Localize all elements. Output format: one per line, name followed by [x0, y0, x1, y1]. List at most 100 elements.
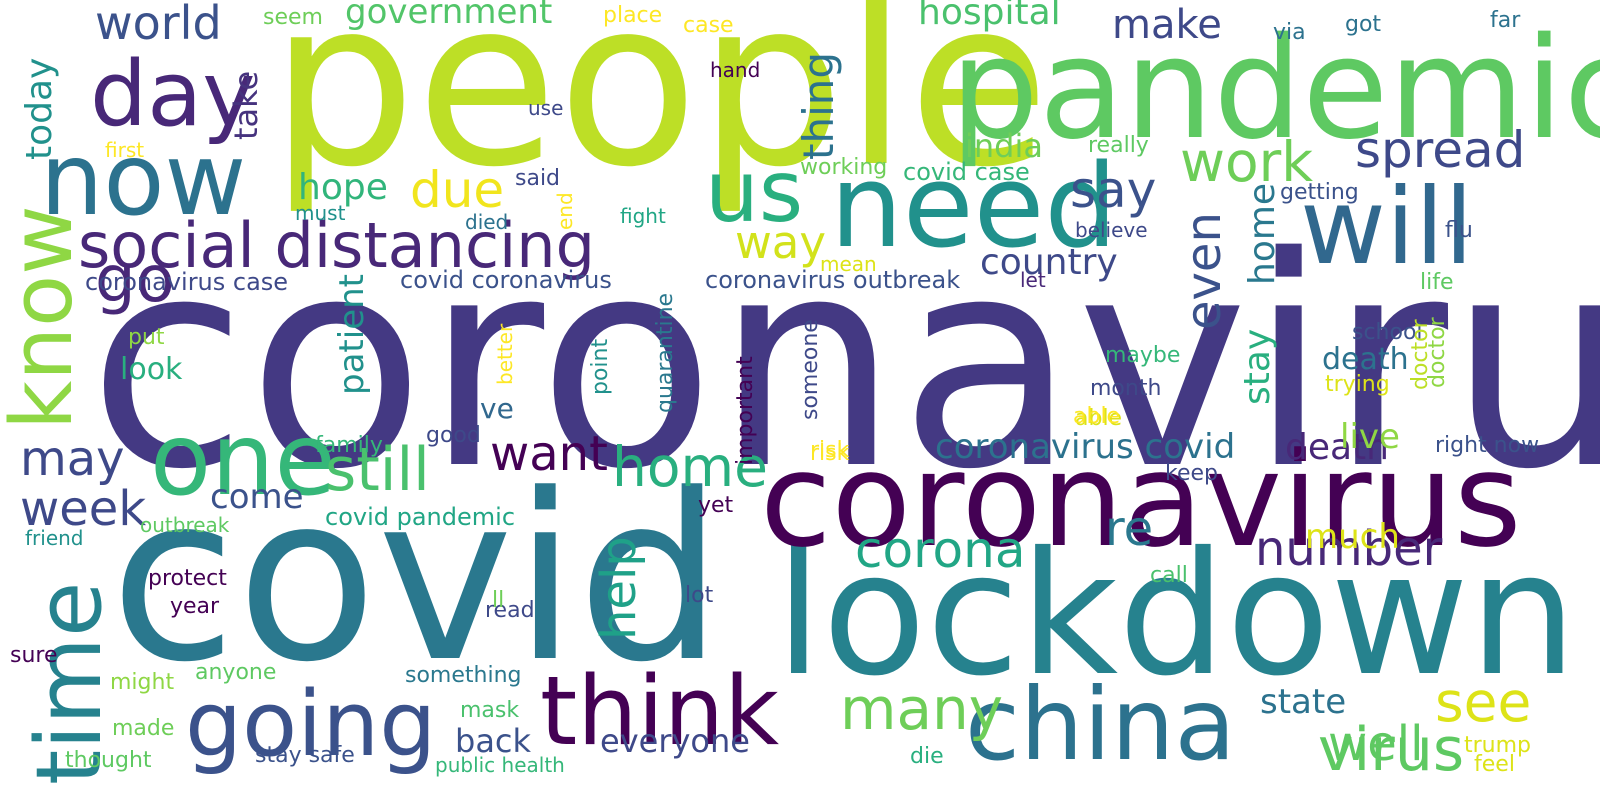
word-government: government: [345, 0, 553, 32]
word-world: world: [95, 0, 222, 50]
word-death: death: [1285, 427, 1389, 468]
word-outbreak: outbreak: [140, 513, 230, 537]
word-way: way: [735, 216, 827, 269]
word-keep: keep: [1165, 461, 1218, 486]
word-now: now: [40, 121, 247, 238]
word-place: place: [603, 3, 663, 28]
word-coronavirus-outbreak: coronavirus outbreak: [705, 266, 961, 294]
word-let: let: [1020, 268, 1046, 292]
word-come: come: [210, 477, 304, 517]
word-good: good: [426, 423, 481, 448]
word-via: via: [1273, 20, 1306, 45]
word-end: end: [553, 192, 577, 230]
word-india: india: [965, 127, 1043, 165]
word-spread: spread: [1355, 121, 1526, 179]
word-something: something: [405, 663, 522, 688]
word-year: year: [170, 594, 220, 619]
word-re: re: [1105, 501, 1154, 557]
word-really: really: [1088, 133, 1149, 158]
word-ve: ve: [480, 392, 514, 425]
word-take: take: [227, 70, 265, 140]
word-risk: risk: [810, 441, 850, 466]
word-use: use: [528, 96, 564, 120]
word-well: well: [1328, 716, 1424, 772]
word-family: family: [315, 433, 383, 458]
word-us: us: [705, 143, 804, 242]
word-will: will: [1300, 166, 1474, 288]
word-public-health: public health: [435, 753, 565, 777]
word-due: due: [410, 161, 505, 219]
word-someone: someone: [798, 319, 823, 420]
word-protect: protect: [148, 566, 227, 591]
word-going: going: [185, 672, 437, 777]
word-getting: getting: [1280, 180, 1359, 205]
word-flu: flu: [1445, 218, 1473, 243]
word-make: make: [1112, 2, 1222, 48]
word-far: far: [1490, 8, 1521, 33]
word-state: state: [1260, 682, 1347, 722]
word-read: read: [485, 598, 535, 623]
word-many: many: [840, 675, 1004, 743]
word-live: live: [1340, 417, 1400, 457]
word-week: week: [20, 481, 147, 537]
word-people: people: [270, 0, 1050, 218]
word-put: put: [128, 325, 165, 350]
word-hospital: hospital: [918, 0, 1061, 33]
word-number: number: [1255, 521, 1443, 577]
word-lot: lot: [685, 583, 714, 608]
word-covid-case: covid case: [903, 158, 1030, 186]
word-day: day: [90, 42, 256, 147]
word-fight: fight: [620, 204, 666, 228]
word-died: died: [465, 210, 509, 234]
word-coronavirus-covid: coronavirus covid: [935, 427, 1236, 467]
word-able: able: [1075, 406, 1123, 431]
word-first: first: [105, 138, 145, 162]
word-much: much: [1305, 517, 1400, 557]
word-hand: hand: [710, 58, 761, 82]
word-go: go: [95, 243, 175, 317]
word-better: better: [493, 323, 517, 385]
word-need: need: [830, 140, 1118, 274]
word-home: home: [1242, 182, 1283, 285]
word-corona: corona: [760, 424, 1204, 576]
word-feel: feel: [1474, 752, 1515, 777]
word-got: got: [1345, 12, 1382, 37]
word-sure: sure: [10, 643, 58, 668]
word-quarantine: quarantine: [653, 292, 678, 413]
word-doctor: doctor: [1425, 317, 1450, 388]
word-thought: thought: [65, 748, 152, 773]
word-maybe: maybe: [1105, 343, 1181, 368]
word-death: death: [1322, 342, 1409, 377]
word-virus: virus: [1318, 715, 1465, 785]
word-think: think: [540, 657, 780, 767]
word-seem: seem: [263, 5, 323, 30]
word-mask: mask: [460, 698, 520, 723]
word-risk: risk: [810, 438, 850, 463]
word-trump: trump: [1464, 733, 1532, 758]
word-look: look: [120, 352, 183, 387]
word-point: point: [588, 338, 613, 395]
word-important: important: [733, 356, 758, 465]
word-working: working: [800, 155, 888, 180]
word-able: able: [1073, 404, 1121, 429]
word-everyone: everyone: [600, 722, 750, 760]
word-school: school: [1352, 320, 1423, 345]
word-stay-safe: stay safe: [255, 743, 355, 768]
word-trying: trying: [1325, 372, 1390, 397]
word-coronavirus-case: coronavirus case: [85, 268, 289, 296]
word-virus: virus: [1205, 424, 1522, 576]
word-right-now: right now: [1435, 433, 1540, 458]
word-china: china: [965, 666, 1236, 783]
word-hope: hope: [298, 167, 388, 208]
word-home: home: [612, 435, 768, 499]
word-one: one: [150, 401, 337, 518]
word-back: back: [455, 722, 532, 760]
word-made: made: [112, 716, 175, 741]
word-even: even: [1176, 212, 1232, 330]
word-corona: corona: [855, 521, 1026, 579]
word-pandemic: pandemic: [950, 8, 1600, 171]
word-believe: believe: [1075, 218, 1148, 242]
word-today: today: [19, 57, 60, 160]
word-coronaviru: coronaviru: [88, 196, 1600, 533]
